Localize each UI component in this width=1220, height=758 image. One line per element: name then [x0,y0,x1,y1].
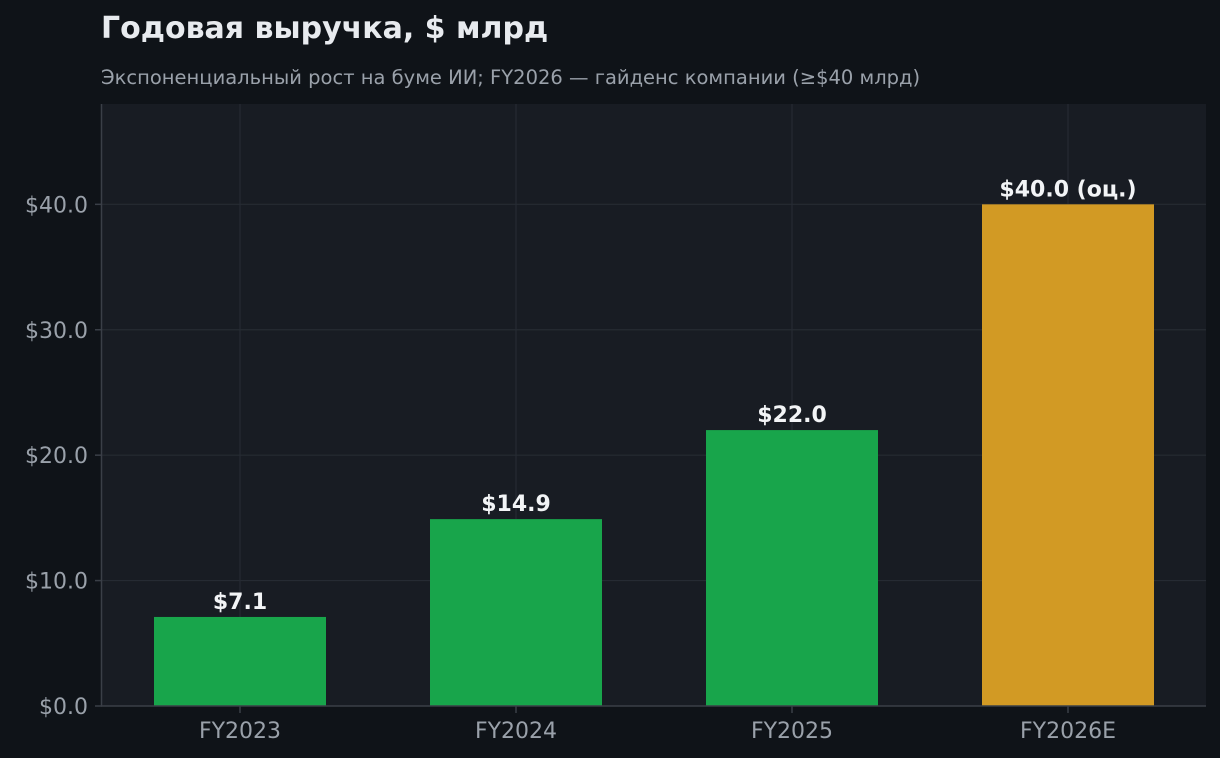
bar-fy2025 [706,430,878,706]
value-label: $14.9 [481,492,551,517]
value-label: $22.0 [757,403,827,428]
x-tick-label: FY2024 [475,719,557,744]
chart-title: Годовая выручка, $ млрд [101,11,548,46]
y-tick-label: $30.0 [25,319,88,344]
y-tick-label: $20.0 [25,444,88,469]
bars [154,204,1154,707]
x-tick-label: FY2023 [199,719,281,744]
bar-fy2024 [430,519,602,706]
value-label: $7.1 [213,590,267,615]
bar-fy2023 [154,616,326,706]
chart-subtitle: Экспоненциальный рост на буме ИИ; FY2026… [101,66,920,89]
x-axis-ticks: FY2023 FY2024 FY2025 FY2026E [199,706,1116,744]
value-labels: $7.1 $14.9 $22.0 $40.0 (оц.) [213,177,1137,615]
y-axis-ticks: $0.0 $10.0 $20.0 $30.0 $40.0 [25,193,102,720]
y-tick-label: $0.0 [39,695,88,720]
y-tick-label: $40.0 [25,193,88,218]
value-label: $40.0 (оц.) [999,177,1136,202]
y-tick-label: $10.0 [25,570,88,595]
x-tick-label: FY2025 [751,719,833,744]
bar-fy2026e [982,204,1154,707]
x-tick-label: FY2026E [1020,719,1116,744]
